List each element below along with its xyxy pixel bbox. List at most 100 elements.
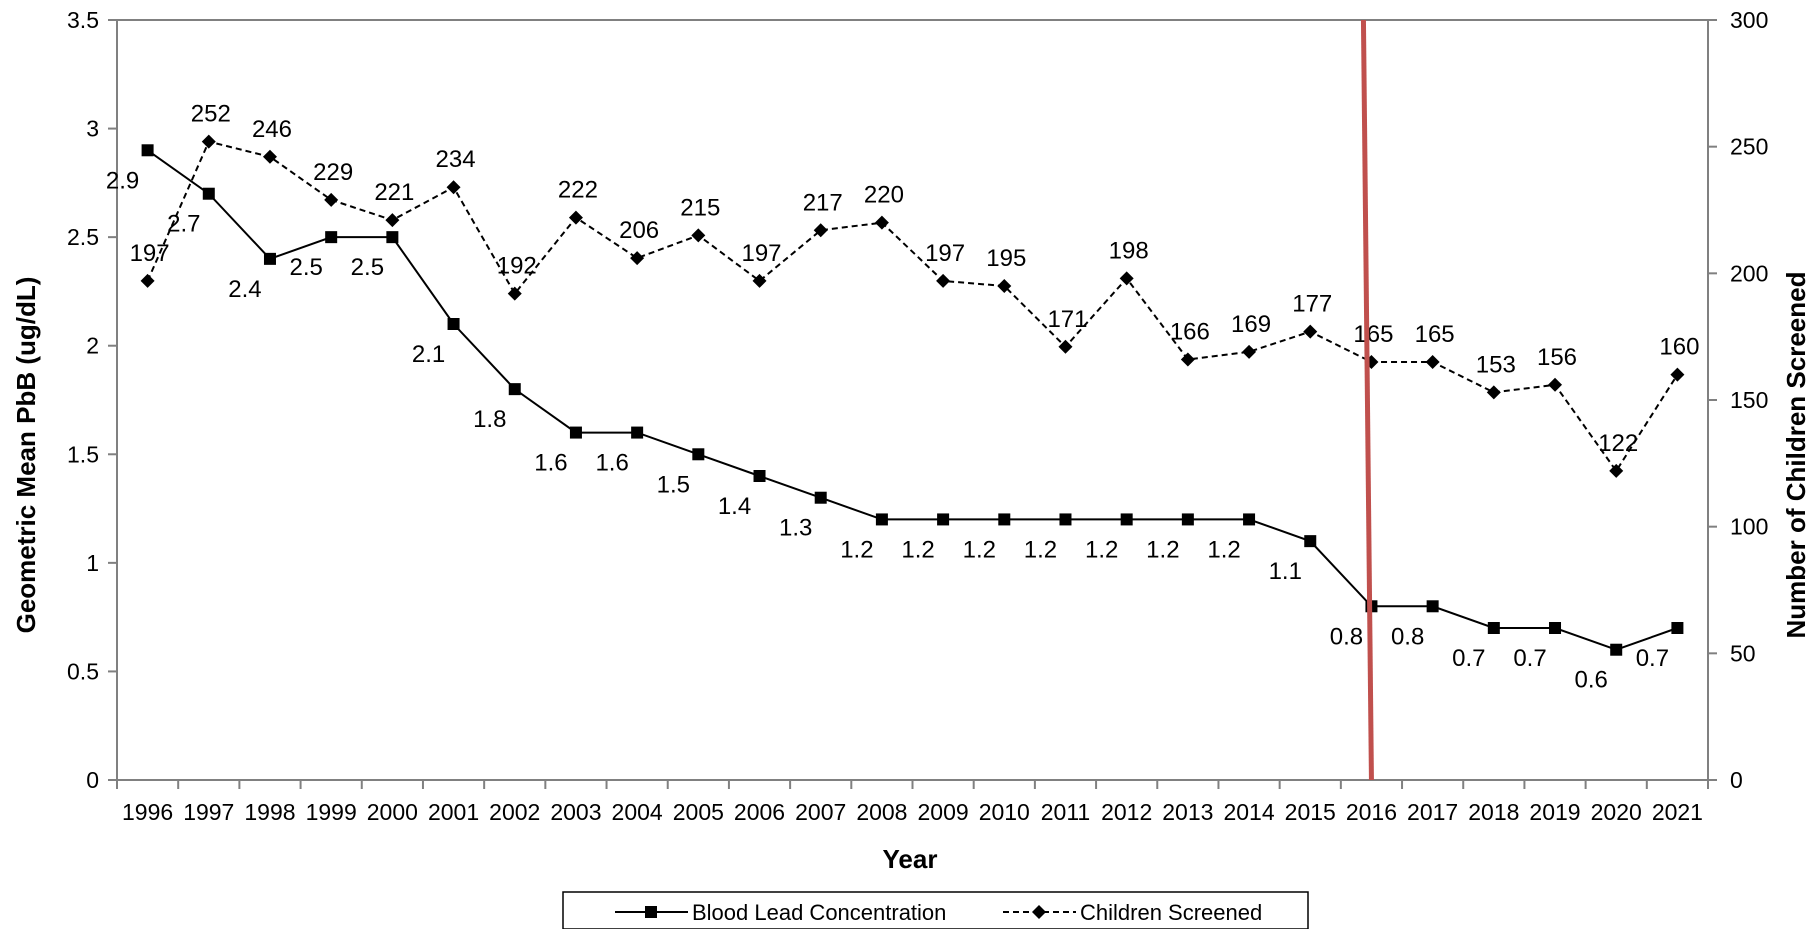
data-label-children-screened: 195 [986, 245, 1026, 272]
point-blood-lead [753, 470, 766, 482]
x-tick-label: 2014 [1223, 799, 1274, 825]
left-tick-label: 1.5 [67, 441, 99, 467]
point-children-screened [324, 192, 339, 207]
point-blood-lead [1610, 643, 1623, 656]
legend-marker-square [645, 906, 657, 918]
data-label-children-screened: 217 [803, 189, 843, 216]
data-label-children-screened: 166 [1170, 318, 1210, 345]
data-label-blood-lead: 2.9 [106, 167, 139, 194]
data-label-children-screened: 171 [1047, 306, 1087, 333]
point-children-screened [813, 223, 828, 238]
data-label-children-screened: 222 [558, 177, 598, 204]
x-tick-label: 2013 [1162, 799, 1213, 825]
point-children-screened [1609, 463, 1624, 478]
x-tick-label: 2002 [489, 799, 540, 825]
point-blood-lead [447, 318, 460, 330]
left-tick-label: 0.5 [67, 658, 99, 684]
point-blood-lead [814, 491, 827, 504]
point-children-screened [691, 228, 706, 243]
legend-marker-diamond [1032, 905, 1046, 919]
point-children-screened [568, 210, 583, 225]
vertical-marker-line [1360, 19, 1374, 781]
point-blood-lead [386, 231, 399, 244]
series-line-children-screened [146, 140, 1679, 473]
point-children-screened [507, 286, 522, 301]
series-line-blood-lead [147, 149, 1678, 651]
data-label-blood-lead: 1.6 [595, 450, 628, 477]
data-label-blood-lead: 1.2 [1024, 536, 1057, 563]
point-children-screened [1303, 324, 1318, 339]
right-tick-label: 0 [1730, 767, 1743, 793]
data-label-blood-lead: 1.2 [1207, 536, 1240, 563]
data-label-blood-lead: 1.2 [1085, 536, 1118, 563]
right-tick-label: 150 [1730, 387, 1768, 413]
data-label-children-screened: 192 [497, 253, 537, 280]
x-tick-label: 2000 [367, 799, 418, 825]
data-label-children-screened: 252 [191, 101, 231, 128]
right-tick-label: 100 [1730, 514, 1768, 540]
data-label-blood-lead: 1.2 [901, 536, 934, 563]
data-label-blood-lead: 0.8 [1391, 623, 1424, 650]
data-label-blood-lead: 1.2 [1146, 536, 1179, 563]
x-tick-label: 1996 [122, 799, 173, 825]
x-tick-label: 2008 [856, 799, 907, 825]
point-blood-lead [631, 426, 644, 439]
data-label-blood-lead: 0.6 [1575, 667, 1608, 694]
x-axis: 1996 1997 1998 1999 2000 2001 2002 2003 2004 2005… [116, 779, 1709, 825]
data-label-children-screened: 122 [1598, 430, 1638, 457]
data-label-blood-lead: 0.7 [1452, 645, 1485, 672]
x-tick-label: 2016 [1346, 799, 1397, 825]
point-children-screened [630, 251, 645, 266]
x-tick-label: 2004 [612, 799, 663, 825]
x-tick-label: 2009 [918, 799, 969, 825]
data-label-blood-lead: 1.2 [840, 536, 873, 563]
point-blood-lead [508, 383, 521, 396]
legend-label-blood-lead: Blood Lead Concentration [692, 900, 946, 925]
legend: Blood Lead Concentration Children Screen… [562, 891, 1309, 929]
data-label-children-screened: 177 [1292, 291, 1332, 318]
point-blood-lead [141, 144, 154, 157]
x-tick-label: 2001 [428, 799, 479, 825]
data-label-children-screened: 215 [680, 194, 720, 221]
data-label-children-screened: 206 [619, 217, 659, 244]
point-children-screened [936, 273, 951, 288]
x-tick-label: 2020 [1591, 799, 1642, 825]
point-blood-lead [692, 448, 705, 461]
data-label-children-screened: 165 [1353, 321, 1393, 348]
point-blood-lead [1426, 600, 1439, 613]
point-blood-lead [569, 426, 582, 439]
point-blood-lead [1059, 513, 1072, 526]
left-tick-label: 3 [86, 116, 99, 142]
data-label-children-screened: 221 [374, 179, 414, 206]
x-axis-title: Year [883, 844, 938, 874]
x-tick-label: 2017 [1407, 799, 1458, 825]
left-tick-label: 2 [86, 333, 99, 359]
right-tick-label: 250 [1730, 134, 1768, 160]
left-tick-label: 3.5 [67, 7, 99, 33]
data-label-children-screened: 165 [1415, 321, 1455, 348]
data-label-children-screened: 156 [1537, 344, 1577, 371]
left-tick-label: 2.5 [67, 224, 99, 250]
point-blood-lead [263, 252, 276, 265]
point-blood-lead [1243, 513, 1256, 526]
x-tick-label: 2010 [979, 799, 1030, 825]
point-children-screened [446, 180, 461, 195]
y2-axis-title: Number of Children Screened [1781, 272, 1811, 639]
point-blood-lead [1549, 622, 1562, 634]
point-children-screened [385, 213, 400, 228]
data-label-children-screened: 160 [1659, 334, 1699, 361]
point-blood-lead [1304, 535, 1317, 548]
data-label-children-screened: 169 [1231, 311, 1271, 338]
point-children-screened [1425, 355, 1440, 369]
left-tick-label: 1 [86, 550, 99, 576]
x-tick-label: 1999 [306, 799, 357, 825]
right-tick-label: 200 [1730, 260, 1768, 286]
point-children-screened [1486, 385, 1501, 400]
point-children-screened [201, 134, 216, 149]
data-label-blood-lead: 0.7 [1636, 645, 1669, 672]
x-tick-label: 2012 [1101, 799, 1152, 825]
point-children-screened [1180, 352, 1195, 367]
data-label-blood-lead: 0.7 [1513, 645, 1546, 672]
data-label-blood-lead: 1.3 [779, 515, 812, 542]
